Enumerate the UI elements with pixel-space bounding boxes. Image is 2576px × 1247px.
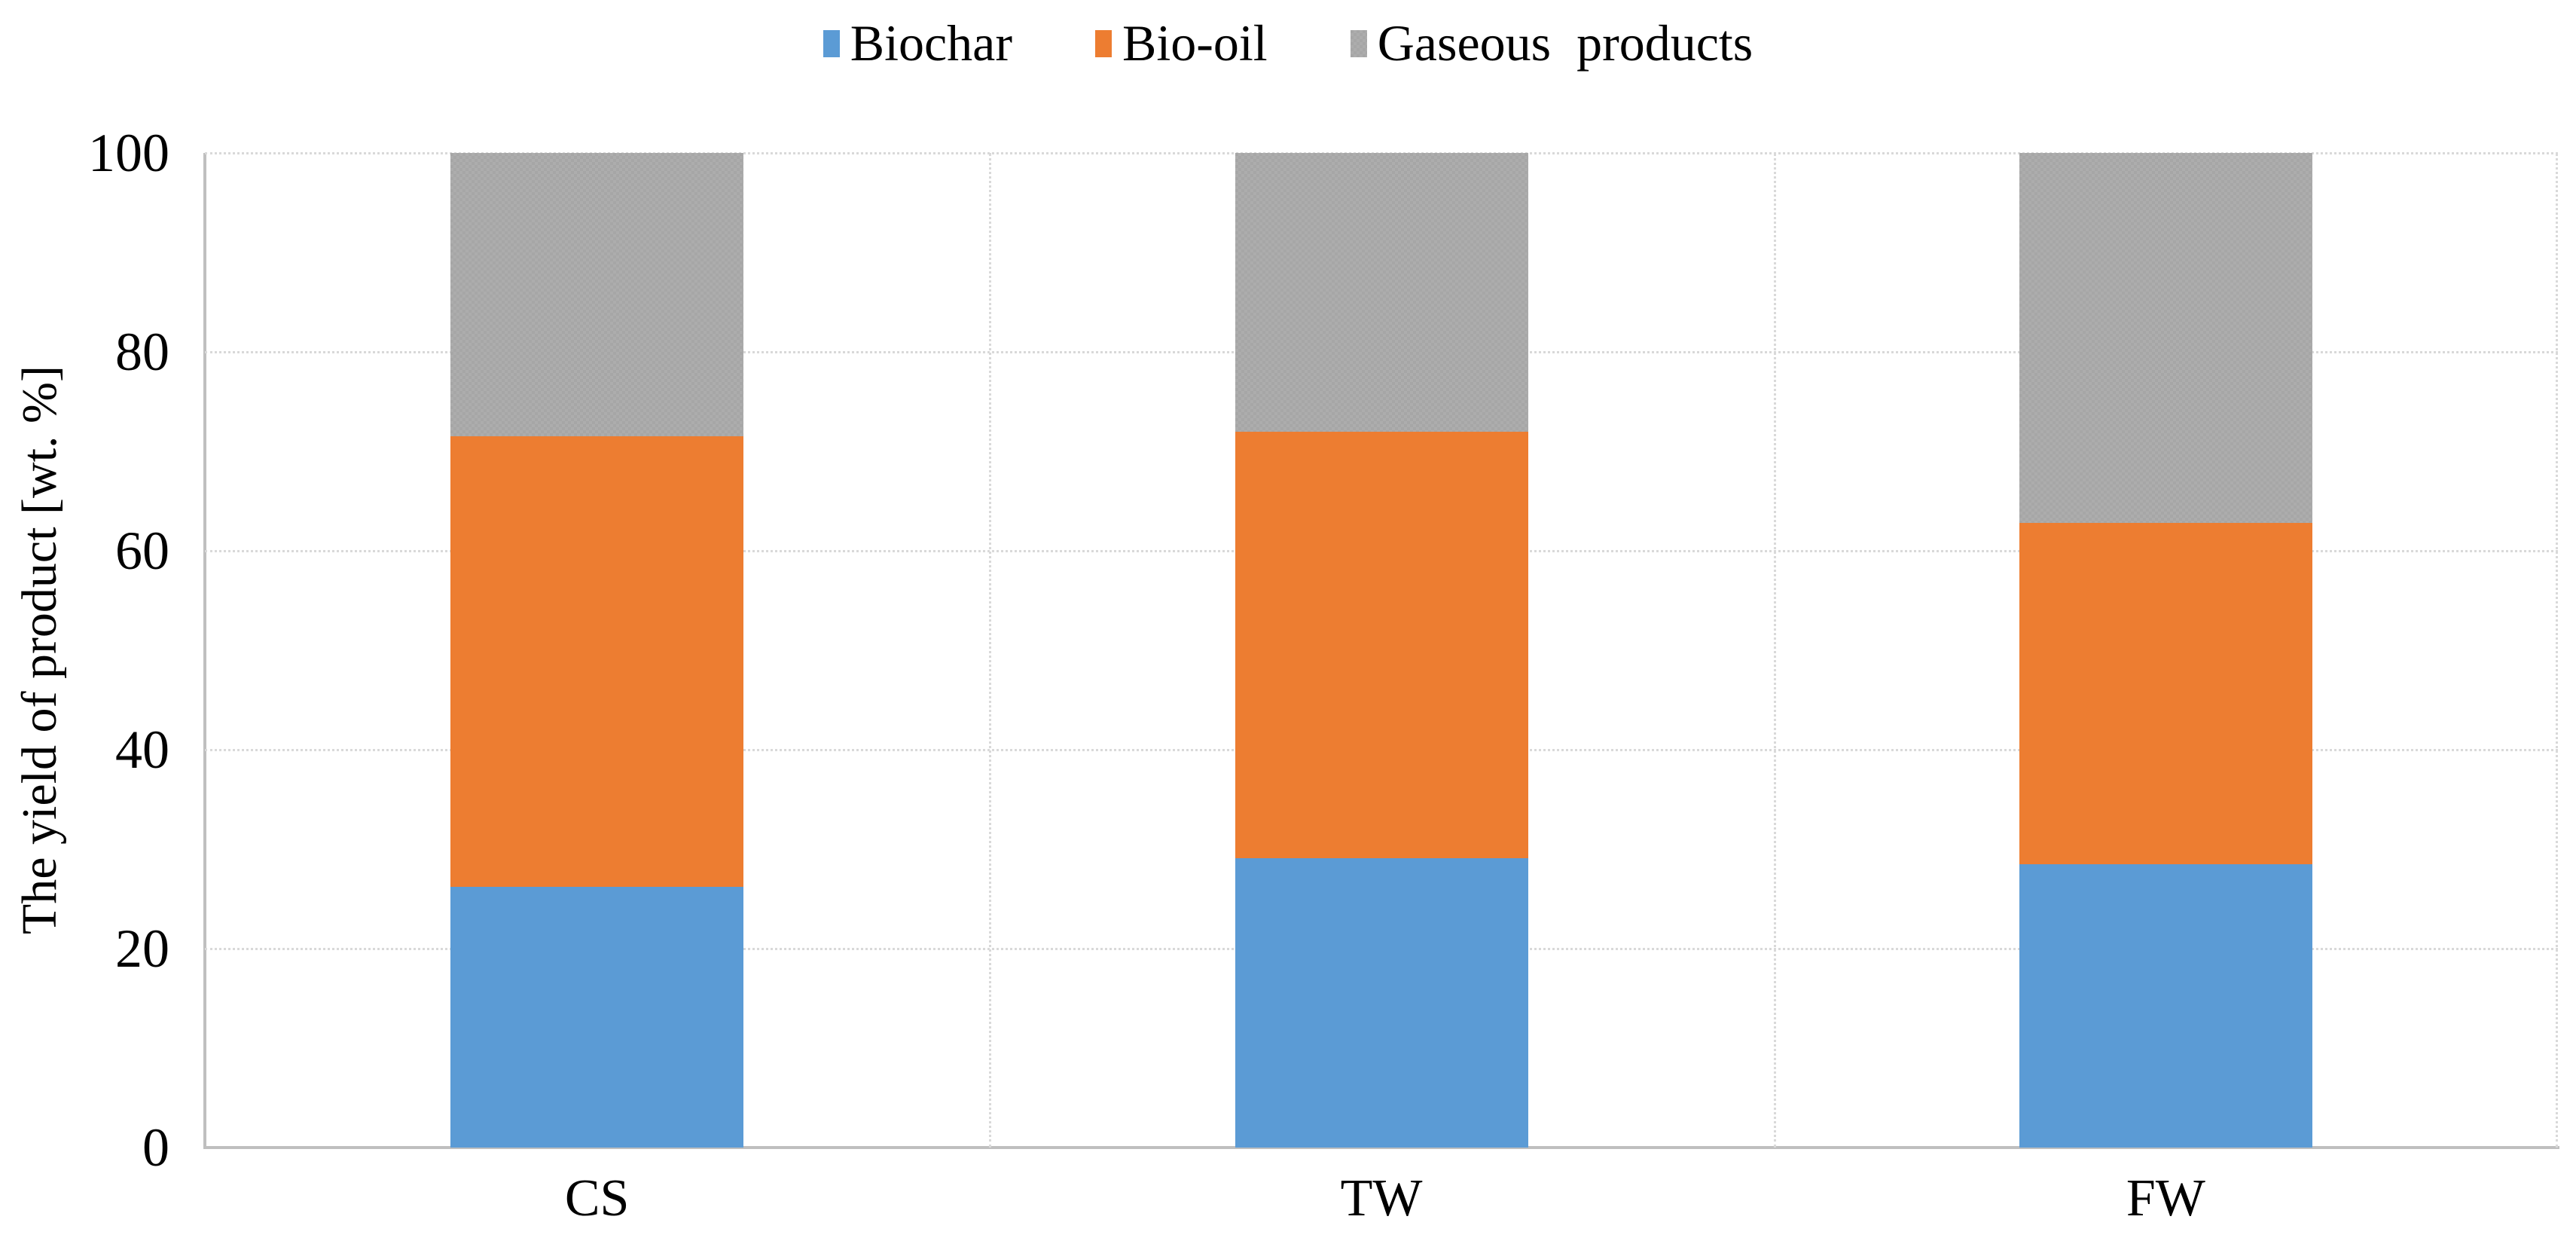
- gaseous-products-swatch-icon: [1350, 29, 1367, 57]
- y-axis-line: [203, 153, 206, 1148]
- bar-segment-CS-gaseous-products: [450, 153, 744, 437]
- y-axis-tick-labels: 0 20 40 60 80 100: [0, 0, 169, 1247]
- chart-legend: Biochar Bio-oil Gaseous products: [0, 14, 2576, 72]
- bar-segment-FW-gaseous-products: [2019, 153, 2312, 524]
- legend-label-biochar: Biochar: [850, 14, 1012, 72]
- vertical-gridline-1: [989, 153, 992, 1148]
- y-tick-label-20: 20: [115, 918, 169, 979]
- y-tick-label-0: 0: [142, 1117, 169, 1178]
- plot-area: [203, 151, 2559, 1149]
- y-tick-label-100: 100: [88, 123, 169, 183]
- y-tick-label-80: 80: [115, 322, 169, 382]
- vertical-gridline-2: [1773, 153, 1776, 1148]
- bar-segment-FW-biochar: [2019, 863, 2312, 1148]
- bar-segment-CS-biochar: [450, 887, 744, 1148]
- x-category-label-TW: TW: [1340, 1169, 1423, 1227]
- legend-item-gaseous-products: Gaseous products: [1350, 14, 1753, 72]
- bar-segment-TW-gaseous-products: [1235, 153, 1528, 432]
- y-tick-label-60: 60: [115, 521, 169, 581]
- x-axis-line: [203, 1146, 2559, 1149]
- bio-oil-swatch-icon: [1095, 29, 1112, 57]
- bar-segment-TW-bio-oil: [1235, 431, 1528, 858]
- legend-label-gaseous-products: Gaseous products: [1377, 14, 1753, 72]
- legend-item-bio-oil: Bio-oil: [1095, 14, 1268, 72]
- x-category-label-CS: CS: [564, 1169, 630, 1227]
- bar-segment-TW-biochar: [1235, 857, 1528, 1148]
- legend-label-bio-oil: Bio-oil: [1122, 14, 1268, 72]
- biochar-swatch-icon: [823, 29, 840, 57]
- bar-segment-CS-bio-oil: [450, 436, 744, 888]
- y-tick-label-40: 40: [115, 720, 169, 780]
- bar-segment-FW-bio-oil: [2019, 523, 2312, 864]
- x-category-label-FW: FW: [2126, 1169, 2205, 1227]
- horizontal-gridline-100: [205, 151, 2558, 154]
- legend-item-biochar: Biochar: [823, 14, 1012, 72]
- vertical-gridline-3: [2556, 153, 2558, 1148]
